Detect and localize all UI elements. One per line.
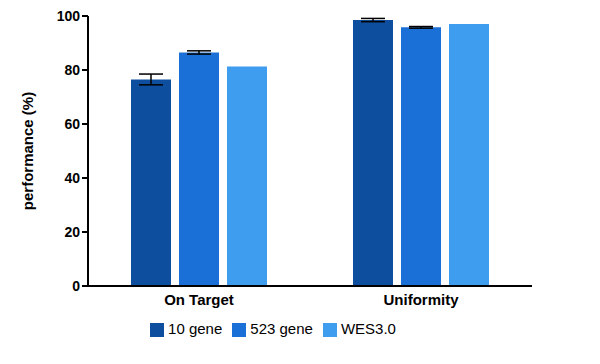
- svg-text:40: 40: [64, 170, 80, 186]
- html-text:WES3.0: WES3.0: [340, 320, 396, 337]
- svg-text:60: 60: [64, 116, 80, 132]
- html-text:10 gene: 10 gene: [168, 320, 223, 337]
- svg-text:performance (%): performance (%): [19, 92, 36, 210]
- svg-text:0: 0: [72, 278, 80, 294]
- svg-text:20: 20: [64, 224, 80, 240]
- svg-text:100: 100: [57, 8, 81, 24]
- svg-text:80: 80: [64, 62, 80, 78]
- html-text:523 gene: 523 gene: [250, 320, 313, 337]
- svg-text:On Target: On Target: [164, 291, 234, 308]
- svg-text:Uniformity: Uniformity: [384, 291, 460, 308]
